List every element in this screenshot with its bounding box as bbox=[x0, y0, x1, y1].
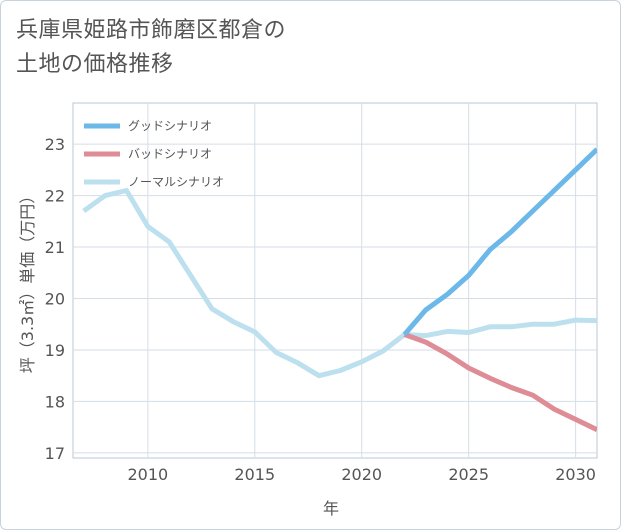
y-tick-label: 17 bbox=[45, 444, 65, 463]
y-axis-label: 坪（3.3㎡）単価（万円） bbox=[18, 188, 37, 373]
x-tick-label: 2030 bbox=[555, 465, 596, 484]
x-axis-label: 年 bbox=[323, 499, 339, 518]
x-tick-label: 2015 bbox=[234, 465, 275, 484]
chart-title: 兵庫県姫路市飾磨区都倉の 土地の価格推移 bbox=[16, 14, 286, 82]
series-line-1 bbox=[403, 332, 597, 432]
x-tick-label: 2010 bbox=[127, 465, 168, 484]
y-tick-label: 19 bbox=[45, 341, 65, 360]
y-tick-label: 21 bbox=[45, 238, 65, 257]
y-tick-label: 23 bbox=[45, 135, 65, 154]
y-tick-label: 20 bbox=[45, 290, 65, 309]
plot-area bbox=[72, 102, 598, 459]
x-tick-label: 2025 bbox=[448, 465, 489, 484]
y-tick-label: 22 bbox=[45, 187, 65, 206]
y-tick-label: 18 bbox=[45, 392, 65, 411]
legend-label: バッドシナリオ bbox=[128, 147, 212, 161]
series-line-2 bbox=[82, 188, 597, 379]
chart-title-line2: 土地の価格推移 bbox=[16, 52, 174, 77]
chart-title-line1: 兵庫県姫路市飾磨区都倉の bbox=[16, 18, 287, 43]
x-tick-label: 2020 bbox=[341, 465, 382, 484]
legend-label: ノーマルシナリオ bbox=[128, 175, 224, 189]
legend-label: グッドシナリオ bbox=[128, 119, 212, 133]
series-line-0 bbox=[402, 147, 597, 337]
